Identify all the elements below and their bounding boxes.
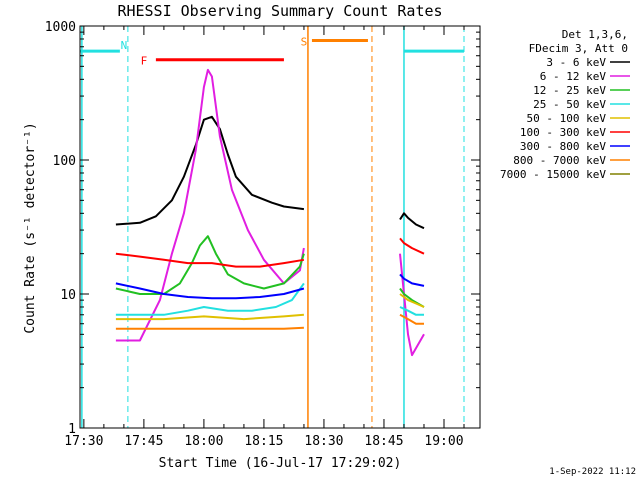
x-tick-label: 18:00 [184,434,223,449]
series-line [399,253,425,357]
x-tick-label: 18:15 [244,434,283,449]
legend-label: 7000 - 15000 keV [500,168,606,181]
y-tick-label: 100 [53,154,76,169]
series-line [115,313,304,321]
series-line [115,282,305,316]
x-axis-label: Start Time (16-Jul-17 17:29:02) [159,456,402,471]
series-line [115,282,305,300]
y-axis-label: Count Rate (s⁻¹ detector⁻¹) [23,122,38,333]
series-line [399,212,425,230]
legend-header: FDecim 3, Att 0 [529,42,628,55]
x-tick-label: 17:45 [124,434,163,449]
legend-label: 300 - 800 keV [520,140,606,153]
y-tick-label: 1000 [45,20,76,35]
axes: 1 10 100 1000 17:30 17:45 18:00 18:15 18:30 18:45… [45,20,481,449]
x-tick-label: 19:00 [424,434,463,449]
legend-label: 12 - 25 keV [533,84,606,97]
y-tick-label: 1 [68,422,76,437]
legend-label: 6 - 12 keV [540,70,607,83]
series-line [399,306,424,316]
legend-label: 800 - 7000 keV [513,154,606,167]
series-line [399,293,425,308]
series-line [115,326,304,330]
y-tick-label: 10 [60,288,76,303]
series-line [399,313,424,325]
chart-title: RHESSI Observing Summary Count Rates [117,2,442,20]
x-tick-label: 17:30 [64,434,103,449]
series-line [399,273,425,287]
series-line [115,68,305,342]
legend-label: 25 - 50 keV [533,98,606,111]
annotation-label: N [121,39,128,52]
series-line [115,235,305,295]
legend-label: 50 - 100 keV [527,112,607,125]
legend-header: Det 1,3,6, [562,28,628,41]
series-line [399,237,425,255]
series-line [115,115,305,226]
legend-label: 3 - 6 keV [546,56,606,69]
x-tick-label: 18:45 [364,434,403,449]
series-line [115,252,305,268]
footer-timestamp: 1-Sep-2022 11:12 [549,467,636,477]
annotation-label: S [301,35,308,48]
plot-area: NF S [80,26,465,428]
plot-frame [79,25,481,429]
annotation-label: F [141,55,148,68]
x-tick-label: 18:30 [304,434,343,449]
legend-label: 100 - 300 keV [520,126,606,139]
